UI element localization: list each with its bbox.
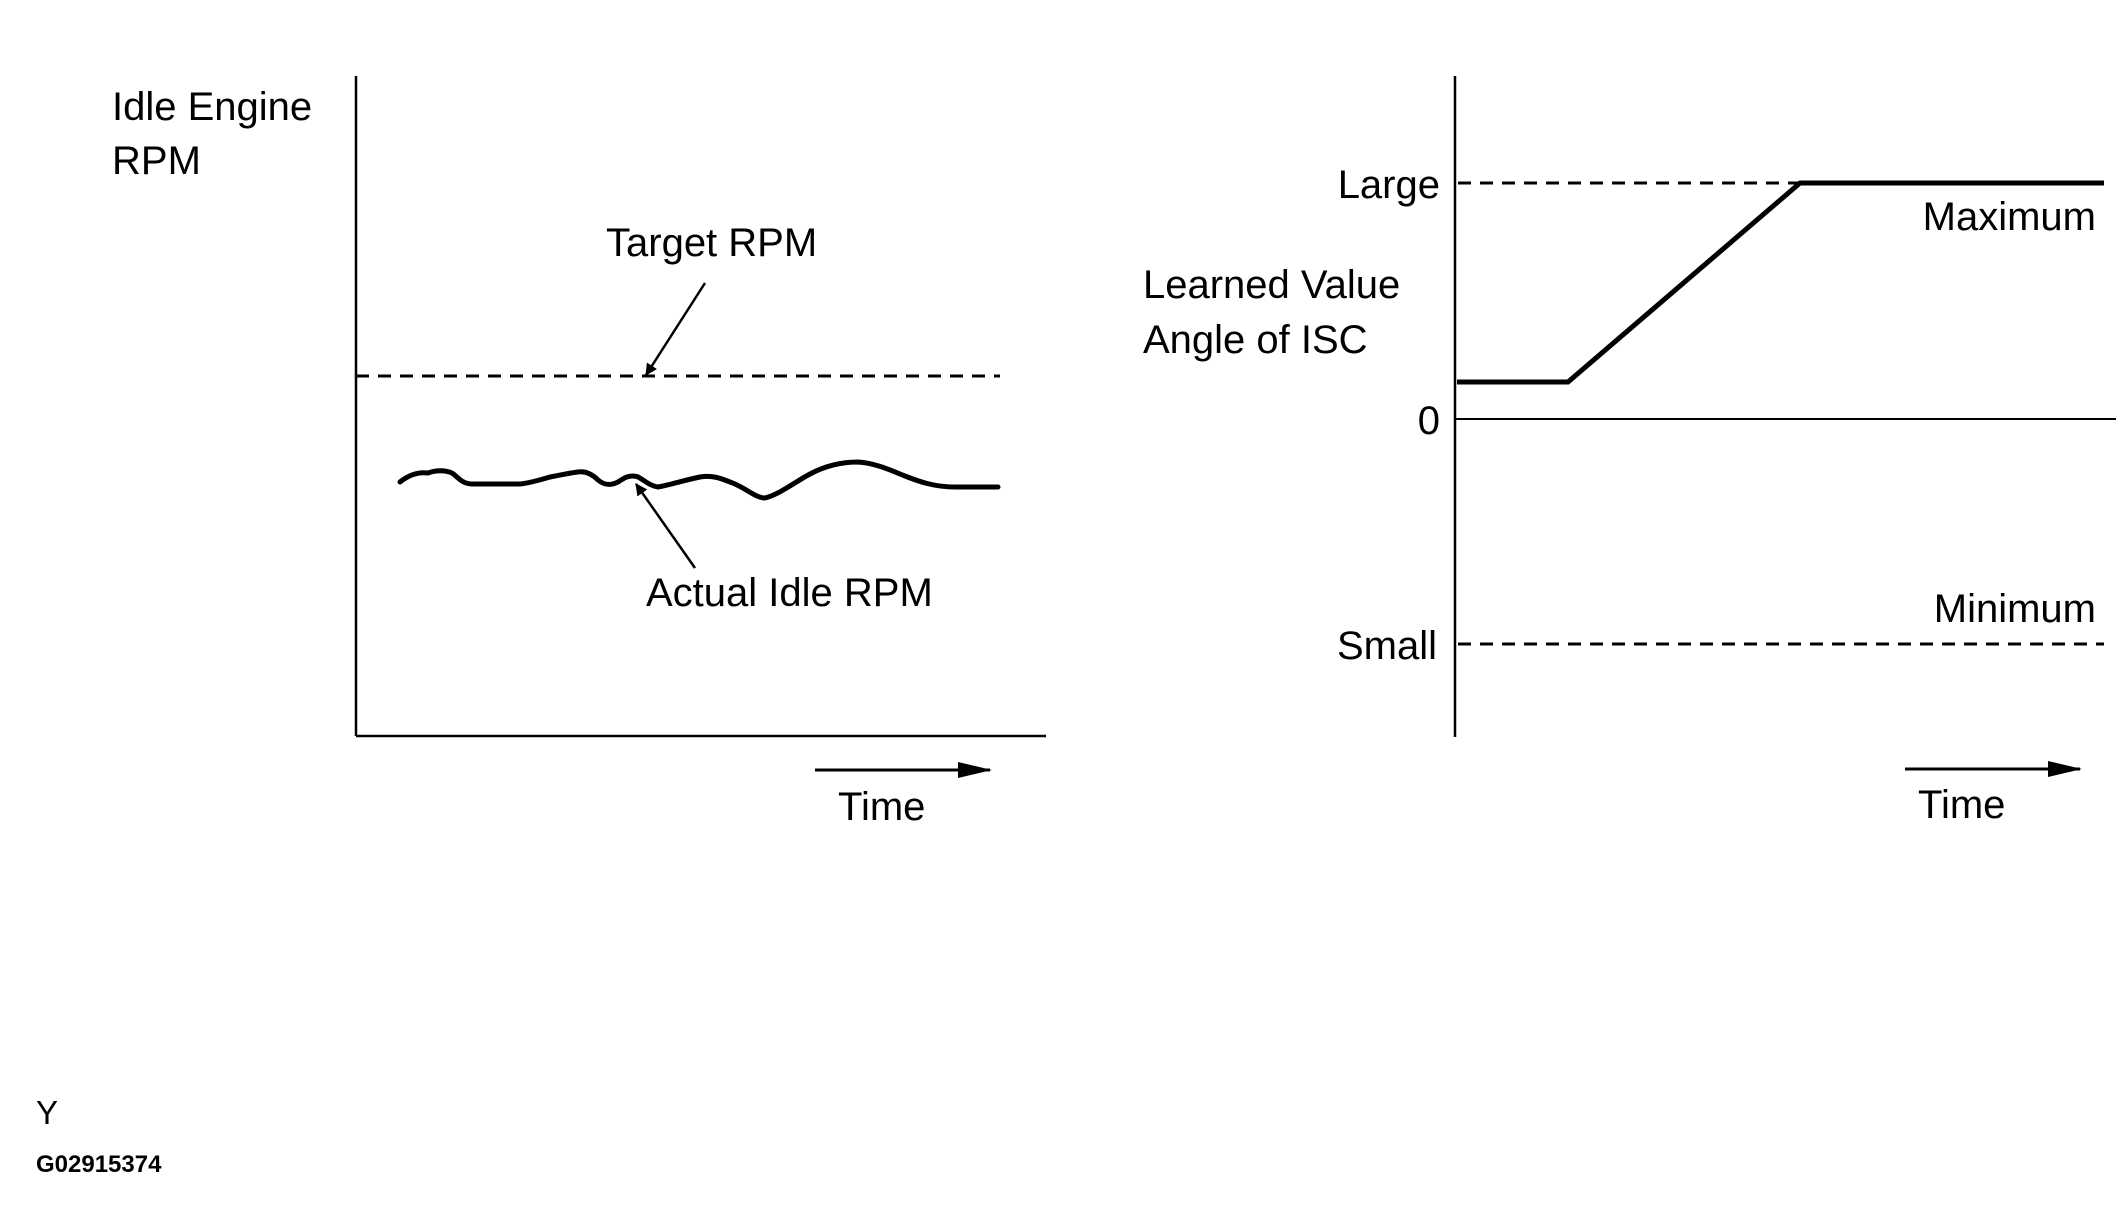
tick-small-label: Small	[1337, 624, 1437, 668]
actual-idle-rpm-curve	[397, 459, 1001, 501]
tick-zero-label: 0	[1418, 399, 1440, 443]
footer-figure-id: G02915374	[36, 1151, 162, 1178]
left-y-axis-label-line1: Idle Engine	[112, 85, 312, 129]
left-chart: Idle Engine RPM Target RPM Actual Idle R…	[112, 76, 1046, 829]
tick-large-label: Large	[1338, 163, 1440, 207]
target-rpm-label: Target RPM	[606, 221, 817, 265]
right-y-axis-label-line2: Angle of ISC	[1143, 318, 1368, 362]
left-y-axis-label-line2: RPM	[112, 139, 201, 183]
target-rpm-pointer-arrow	[644, 282, 707, 376]
minimum-label: Minimum	[1934, 587, 2096, 631]
actual-idle-rpm-label: Actual Idle RPM	[646, 571, 933, 615]
actual-rpm-pointer-arrow	[634, 483, 697, 569]
maximum-label: Maximum	[1923, 195, 2096, 239]
right-y-axis-label-line1: Learned Value	[1143, 263, 1400, 307]
left-time-label: Time	[838, 785, 925, 829]
learned-value-curve	[1457, 180, 2104, 385]
right-chart: Large 0 Small Learned Value Angle of ISC…	[1143, 76, 2116, 827]
right-time-label: Time	[1918, 783, 2005, 827]
footer-code-letter: Y	[36, 1094, 58, 1131]
